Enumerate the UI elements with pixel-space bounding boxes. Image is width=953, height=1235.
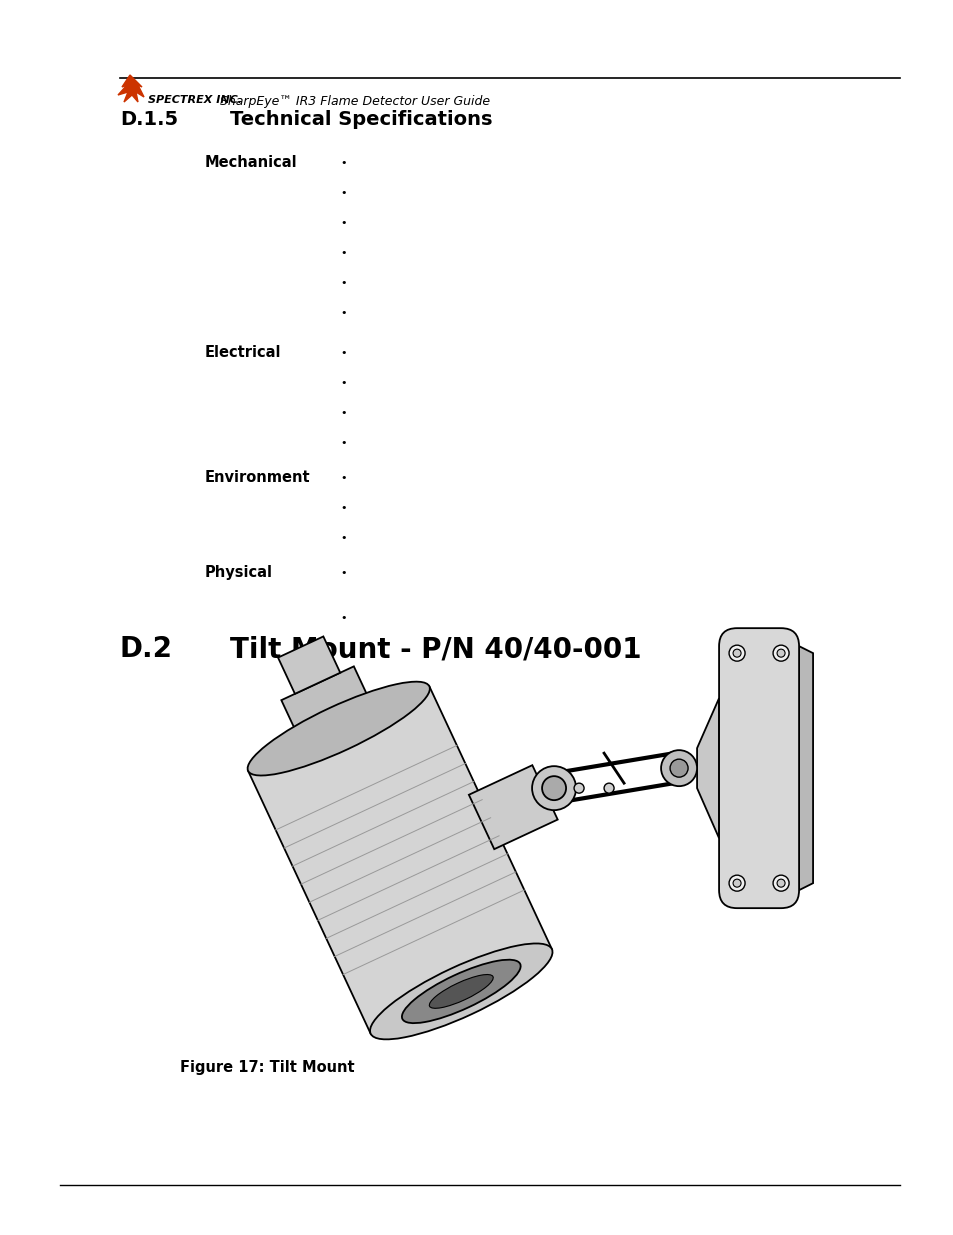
Circle shape: [532, 766, 576, 810]
Text: D.1.5: D.1.5: [120, 110, 178, 128]
Circle shape: [541, 776, 565, 800]
Text: Physical: Physical: [205, 564, 273, 580]
Text: •: •: [339, 473, 346, 483]
Text: •: •: [339, 378, 346, 388]
Circle shape: [728, 876, 744, 892]
Polygon shape: [248, 687, 552, 1034]
Ellipse shape: [401, 960, 520, 1023]
Circle shape: [669, 760, 687, 777]
Text: Mechanical: Mechanical: [205, 156, 297, 170]
Polygon shape: [799, 646, 812, 890]
Circle shape: [574, 783, 583, 793]
Circle shape: [603, 783, 614, 793]
Text: •: •: [339, 158, 346, 168]
Text: •: •: [339, 568, 346, 578]
Polygon shape: [118, 75, 144, 103]
Text: •: •: [339, 188, 346, 198]
Text: Technical Specifications: Technical Specifications: [230, 110, 492, 128]
Ellipse shape: [429, 974, 493, 1008]
Text: •: •: [339, 534, 346, 543]
Circle shape: [772, 876, 788, 892]
Text: •: •: [339, 503, 346, 513]
Polygon shape: [277, 636, 340, 694]
Text: Tilt Mount - P/N 40/40-001: Tilt Mount - P/N 40/40-001: [230, 635, 640, 663]
Text: •: •: [339, 438, 346, 448]
Polygon shape: [468, 766, 558, 850]
Text: •: •: [339, 613, 346, 622]
Circle shape: [732, 650, 740, 657]
Polygon shape: [281, 667, 378, 755]
Text: D.2: D.2: [120, 635, 172, 663]
Circle shape: [660, 750, 697, 787]
Polygon shape: [697, 698, 719, 839]
Text: •: •: [339, 348, 346, 358]
Text: •: •: [339, 408, 346, 417]
FancyBboxPatch shape: [719, 629, 799, 908]
Text: •: •: [339, 219, 346, 228]
Text: •: •: [339, 308, 346, 317]
Circle shape: [777, 879, 784, 887]
Circle shape: [777, 650, 784, 657]
Text: •: •: [339, 278, 346, 288]
Ellipse shape: [248, 682, 430, 776]
Text: Electrical: Electrical: [205, 345, 281, 359]
Text: Environment: Environment: [205, 471, 311, 485]
Text: SharpEye™ IR3 Flame Detector User Guide: SharpEye™ IR3 Flame Detector User Guide: [220, 95, 490, 107]
Text: •: •: [339, 248, 346, 258]
Circle shape: [772, 645, 788, 661]
Circle shape: [732, 879, 740, 887]
Ellipse shape: [370, 944, 552, 1040]
Circle shape: [728, 645, 744, 661]
Text: Figure 17: Tilt Mount: Figure 17: Tilt Mount: [180, 1060, 355, 1074]
Text: SPECTREX INC.: SPECTREX INC.: [148, 95, 242, 105]
